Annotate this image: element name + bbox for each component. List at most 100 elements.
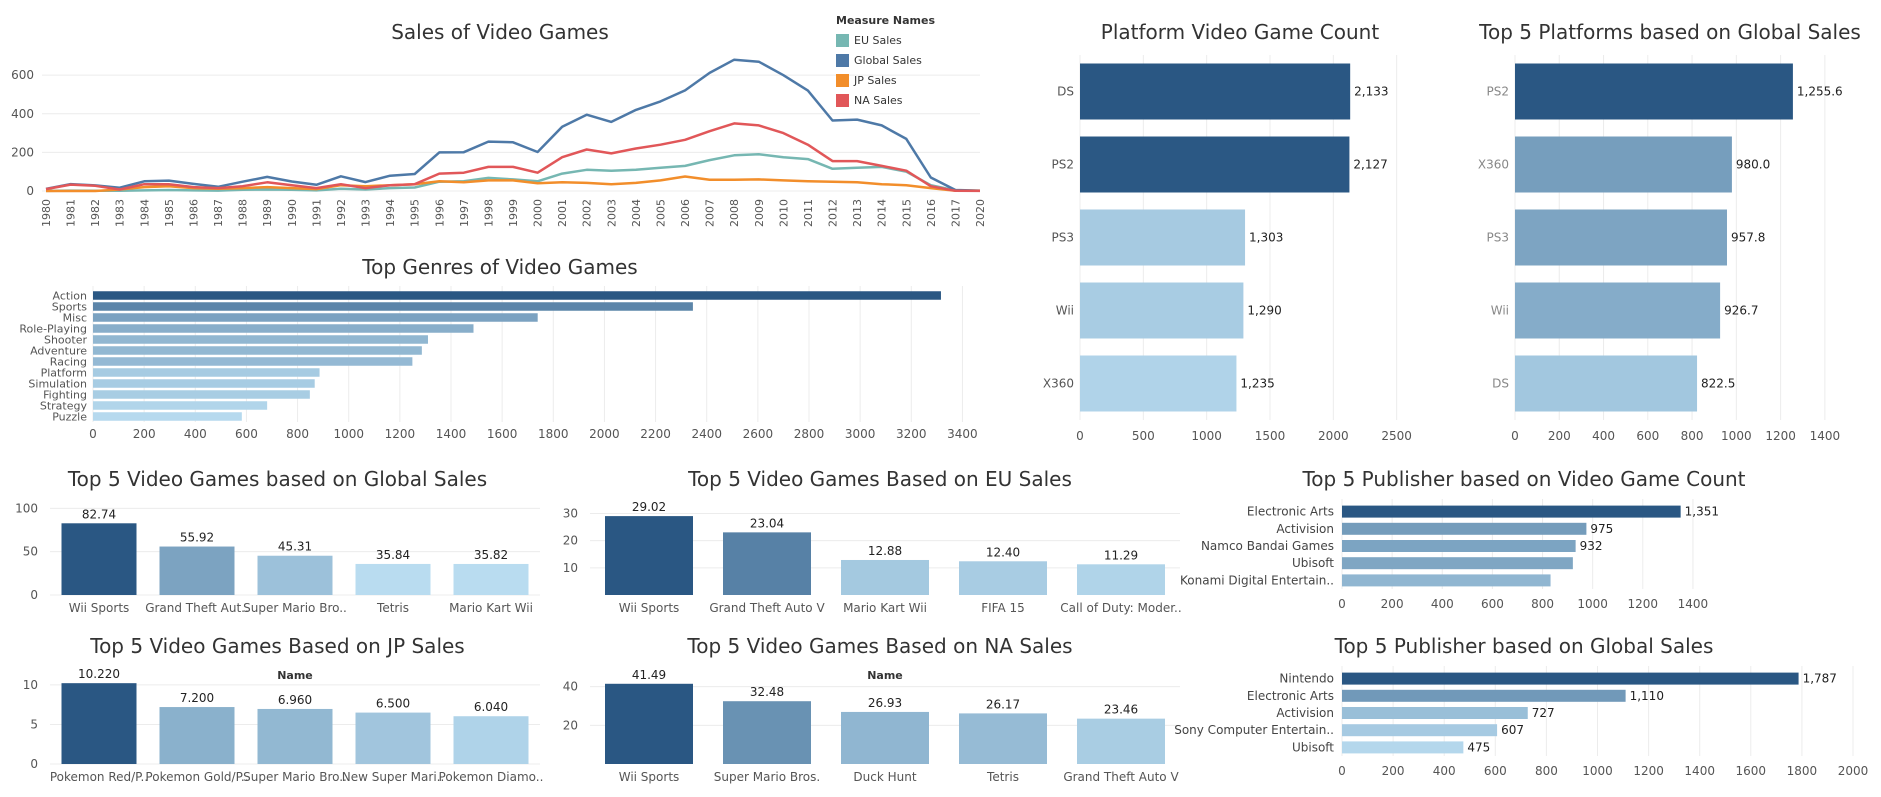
y-tick-label: 10 (23, 678, 38, 692)
bar (1080, 63, 1351, 120)
data-label: 2,127 (1353, 158, 1387, 172)
bar (93, 357, 413, 366)
bar (93, 335, 428, 344)
x-tick-label: 800 (1535, 764, 1558, 778)
x-tick-label: 1989 (261, 199, 274, 227)
y-tick-label: 5 (30, 717, 38, 731)
data-label: 6.960 (278, 693, 312, 707)
x-tick-label: 2013 (851, 199, 864, 227)
bar (841, 559, 929, 595)
x-tick-label: 2016 (925, 199, 938, 227)
bar (355, 563, 431, 595)
bar (93, 412, 242, 421)
category-label: Super Mario Bros. (714, 770, 820, 784)
x-tick-label: 1995 (409, 199, 422, 227)
x-tick-label: 1985 (163, 199, 176, 227)
data-label: 475 (1467, 740, 1490, 754)
legend-label: NA Sales (854, 93, 903, 107)
games-na-chart-panel: Top 5 Video Games Based on NA Sales 20 40… (560, 632, 1200, 797)
chart-title: Top Genres of Video Games (362, 255, 638, 279)
x-tick-label: 1992 (335, 199, 348, 227)
x-tick-label: 1998 (482, 199, 495, 227)
x-tick-label: 1981 (65, 199, 78, 227)
category-label: Fighting (43, 389, 87, 402)
x-tick-label: 2500 (1381, 429, 1412, 443)
genres-bar-chart-panel: Top Genres of Video Games 0 200 400 600 800 1… (0, 250, 1010, 441)
x-tick-label: 2004 (630, 199, 643, 227)
x-tick-label: 200 (1381, 597, 1404, 611)
category-label: Pokemon Red/P.. (50, 770, 148, 784)
games-global-chart-panel: Top 5 Video Games based on Global Sales … (0, 465, 555, 625)
category-label: Simulation (28, 378, 87, 391)
data-label: 1,351 (1685, 505, 1719, 519)
bar (93, 313, 538, 322)
category-label: Super Mario Bro.. (243, 770, 347, 784)
y-tick-label: 200 (11, 145, 34, 159)
x-tick-label: 2002 (581, 199, 594, 227)
category-label: PS3 (1487, 231, 1510, 245)
x-tick-label: 2400 (691, 427, 722, 441)
category-label: Pokemon Gold/P.. (145, 770, 248, 784)
x-tick-label: 3400 (947, 427, 978, 441)
x-tick-label: 2010 (777, 199, 790, 227)
x-tick-label: 1400 (436, 427, 467, 441)
data-label: 1,255.6 (1797, 85, 1843, 99)
x-tick-label: 1800 (538, 427, 569, 441)
bar (453, 563, 529, 595)
x-tick-label: 2000 (1318, 429, 1349, 443)
x-tick-label: 2800 (794, 427, 825, 441)
category-label: Pokemon Diamo.. (439, 770, 544, 784)
x-tick-label: 1993 (360, 199, 373, 227)
category-label: Call of Duty: Moder.. (1060, 601, 1181, 615)
data-label: 12.88 (868, 544, 902, 558)
legend-swatch (836, 33, 849, 47)
x-tick-label: 1987 (212, 199, 225, 227)
category-label: X360 (1043, 377, 1074, 391)
x-tick-label: 1200 (1633, 764, 1664, 778)
x-tick-label: 200 (1382, 764, 1405, 778)
category-label: Shooter (44, 334, 87, 347)
legend: Measure Names EU Sales Global Sales JP Sal… (836, 14, 935, 110)
category-label: Adventure (30, 345, 87, 358)
data-label: 980.0 (1736, 158, 1770, 172)
data-label: 932 (1580, 539, 1603, 553)
bar (61, 683, 137, 764)
x-tick-label: 600 (235, 427, 258, 441)
bar (1342, 707, 1528, 719)
publisher-global-chart: 0 200 400 600 800 1000 1200 1400 1600 1800 2000 Nin… (1174, 666, 1868, 778)
category-label: Electronic Arts (1247, 689, 1334, 703)
x-tick-label: 600 (1481, 597, 1504, 611)
legend-item: NA Sales (836, 90, 935, 110)
category-label: Activision (1276, 706, 1334, 720)
x-tick-label: 200 (1548, 429, 1571, 443)
legend-swatch (836, 73, 849, 87)
games-jp-chart: 0 5 10 Name 10.220 Pokemon Red/P.. 7.200 Pokemo… (23, 667, 544, 784)
publisher-count-chart-panel: Top 5 Publisher based on Video Game Coun… (1180, 465, 1881, 625)
axis-header: Name (277, 669, 313, 682)
x-tick-label: 1800 (1787, 764, 1818, 778)
data-label: 727 (1532, 706, 1555, 720)
bar (1080, 136, 1350, 193)
category-label: Ubisoft (1292, 556, 1334, 570)
platform-count-chart-panel: Platform Video Game Count 0 500 1000 1500 20… (1040, 0, 1440, 460)
data-label: 10.220 (78, 667, 120, 681)
category-label: Ubisoft (1292, 740, 1334, 754)
chart-title: Top 5 Video Games based on Global Sales (67, 467, 488, 491)
category-label: PS2 (1052, 158, 1075, 172)
y-tick-label: 40 (563, 680, 578, 694)
x-tick-label: 2009 (753, 199, 766, 227)
x-tick-label: 2001 (556, 199, 569, 227)
x-tick-label: 1000 (1577, 597, 1608, 611)
bar (93, 291, 941, 300)
legend-swatch (836, 93, 849, 107)
x-tick-label: 1980 (40, 199, 53, 227)
data-label: 6.040 (474, 700, 508, 714)
x-tick-label: 2015 (900, 199, 913, 227)
sales-line-chart: 0 200 400 600 1980 1981 1982 1983 1984 1985 1986 19… (11, 58, 987, 227)
x-tick-label: 0 (89, 427, 97, 441)
x-tick-label: 1200 (385, 427, 416, 441)
category-label: Mario Kart Wii (843, 601, 927, 615)
platform-global-chart: 0 200 400 600 800 1000 1200 1400 PS2 1,255.6 X360 9… (1478, 55, 1843, 443)
legend-title: Measure Names (836, 14, 936, 27)
legend-swatch (836, 53, 849, 67)
